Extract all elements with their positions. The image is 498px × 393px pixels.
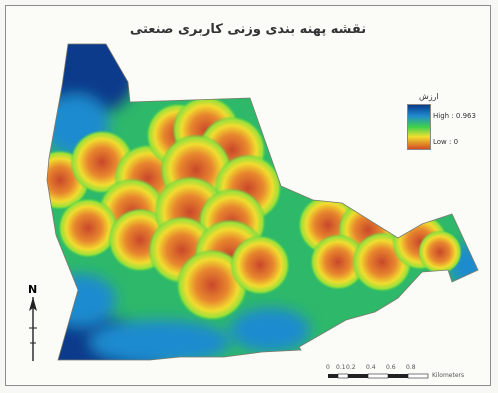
legend-low-label: Low : 0 — [433, 138, 459, 146]
low-value-hotspots — [47, 96, 462, 321]
legend-high-label: High : 0.963 — [433, 112, 476, 120]
mid-zone-southwest — [47, 274, 116, 326]
scale-tick-label: 0.1 — [336, 364, 346, 371]
scale-tick-label: 0.6 — [386, 364, 396, 371]
scale-tick-label: 0.2 — [346, 364, 356, 371]
hotspot — [310, 234, 366, 290]
map-title: نقشه پهنه بندی وزنی کاربری صنعتی — [129, 22, 367, 37]
scale-tick-label: 0.4 — [366, 364, 376, 371]
mid-zone-south — [90, 320, 230, 360]
hotspot — [58, 198, 118, 258]
mid-zone-south-central — [230, 308, 310, 352]
scale-unit: Kilometers — [432, 372, 465, 379]
hotspot — [230, 235, 290, 295]
scale-bar-graphic — [328, 373, 429, 379]
north-label: N — [28, 283, 38, 296]
legend: ارزش High : 0.963 Low : 0 — [403, 92, 483, 162]
study-area-boundary — [46, 43, 479, 361]
scale-tick-label: 0.8 — [406, 364, 416, 371]
scale-tick-label: 0 — [326, 364, 330, 371]
hotspot — [418, 230, 462, 274]
hotspot — [176, 249, 248, 321]
north-arrow-icon — [29, 297, 37, 361]
scale-bar: 0 0.1 0.2 0.4 0.6 0.8 Kilometers — [326, 364, 471, 382]
legend-title: ارزش — [419, 92, 439, 101]
legend-color-ramp — [407, 104, 431, 150]
